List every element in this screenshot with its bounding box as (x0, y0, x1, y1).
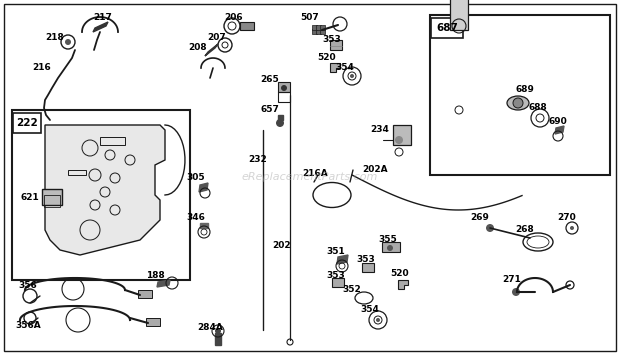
Circle shape (513, 98, 523, 108)
Circle shape (65, 39, 71, 45)
Text: 690: 690 (549, 118, 567, 126)
Circle shape (281, 85, 287, 91)
Polygon shape (278, 115, 283, 120)
Polygon shape (93, 22, 108, 32)
Bar (330, 40, 342, 50)
Text: 507: 507 (301, 12, 319, 22)
Circle shape (376, 318, 380, 322)
Bar (362, 263, 374, 272)
FancyBboxPatch shape (13, 113, 41, 133)
Circle shape (215, 328, 221, 334)
Bar (138, 290, 152, 298)
Text: 352: 352 (343, 285, 361, 295)
Polygon shape (157, 280, 170, 287)
Text: 188: 188 (146, 271, 164, 279)
Text: 270: 270 (557, 213, 577, 223)
Bar (320, 25, 325, 30)
Text: 689: 689 (516, 86, 534, 94)
Text: 687: 687 (436, 23, 458, 33)
Text: 218: 218 (46, 33, 64, 43)
Bar (312, 25, 317, 30)
Polygon shape (555, 126, 564, 134)
Polygon shape (205, 44, 218, 56)
Text: 353: 353 (322, 36, 342, 44)
Bar (316, 25, 321, 30)
Ellipse shape (507, 96, 529, 110)
Text: 356A: 356A (15, 322, 41, 331)
Text: 234: 234 (371, 126, 389, 135)
Text: 265: 265 (260, 76, 280, 84)
Circle shape (395, 136, 403, 144)
Polygon shape (398, 280, 408, 289)
Text: eReplacementParts.com: eReplacementParts.com (242, 173, 378, 182)
Bar (146, 318, 160, 326)
Circle shape (387, 245, 393, 251)
Text: 208: 208 (188, 44, 207, 53)
Text: 202A: 202A (362, 165, 388, 175)
Bar (42, 189, 62, 205)
Text: 346: 346 (187, 213, 205, 223)
Bar (100, 137, 125, 145)
Bar (393, 125, 411, 145)
FancyBboxPatch shape (431, 18, 463, 38)
Polygon shape (45, 125, 165, 255)
Text: 269: 269 (471, 213, 489, 223)
Text: 222: 222 (16, 118, 38, 128)
Circle shape (570, 226, 574, 230)
Bar (240, 22, 254, 30)
Polygon shape (199, 183, 208, 192)
Circle shape (512, 288, 520, 296)
Text: 232: 232 (249, 155, 267, 164)
Text: 354: 354 (335, 64, 355, 72)
Text: 657: 657 (260, 105, 280, 115)
Text: 207: 207 (208, 33, 226, 42)
Text: 206: 206 (224, 12, 243, 22)
Text: 353: 353 (356, 256, 375, 264)
Text: 356: 356 (19, 280, 37, 289)
Text: 202: 202 (273, 240, 291, 250)
Text: 520: 520 (391, 269, 409, 279)
Circle shape (350, 74, 354, 78)
Circle shape (276, 119, 284, 127)
Text: 520: 520 (317, 54, 336, 62)
Polygon shape (200, 223, 208, 228)
Circle shape (486, 224, 494, 232)
Text: 621: 621 (20, 193, 40, 202)
Bar (382, 242, 400, 252)
Text: 284A: 284A (197, 323, 223, 333)
Text: 354: 354 (361, 306, 379, 315)
Bar (316, 29, 321, 34)
Text: 353: 353 (327, 272, 345, 280)
Bar (332, 278, 344, 287)
Text: 351: 351 (327, 247, 345, 257)
Bar (44, 195, 60, 207)
Polygon shape (337, 255, 348, 264)
Text: 268: 268 (516, 225, 534, 235)
Bar (68, 170, 86, 175)
Bar (312, 29, 317, 34)
Bar (450, 0, 468, 30)
Bar (278, 92, 290, 102)
Text: 355: 355 (379, 235, 397, 245)
Bar (430, 15, 610, 175)
Text: 216A: 216A (302, 169, 328, 178)
Bar (320, 29, 325, 34)
Text: 217: 217 (94, 12, 112, 22)
Text: 305: 305 (187, 174, 205, 182)
Bar (12, 110, 190, 280)
Text: 688: 688 (529, 103, 547, 111)
Text: 271: 271 (503, 275, 521, 284)
Polygon shape (330, 63, 340, 72)
Bar (278, 82, 290, 92)
Polygon shape (215, 333, 221, 345)
Text: 216: 216 (33, 64, 51, 72)
